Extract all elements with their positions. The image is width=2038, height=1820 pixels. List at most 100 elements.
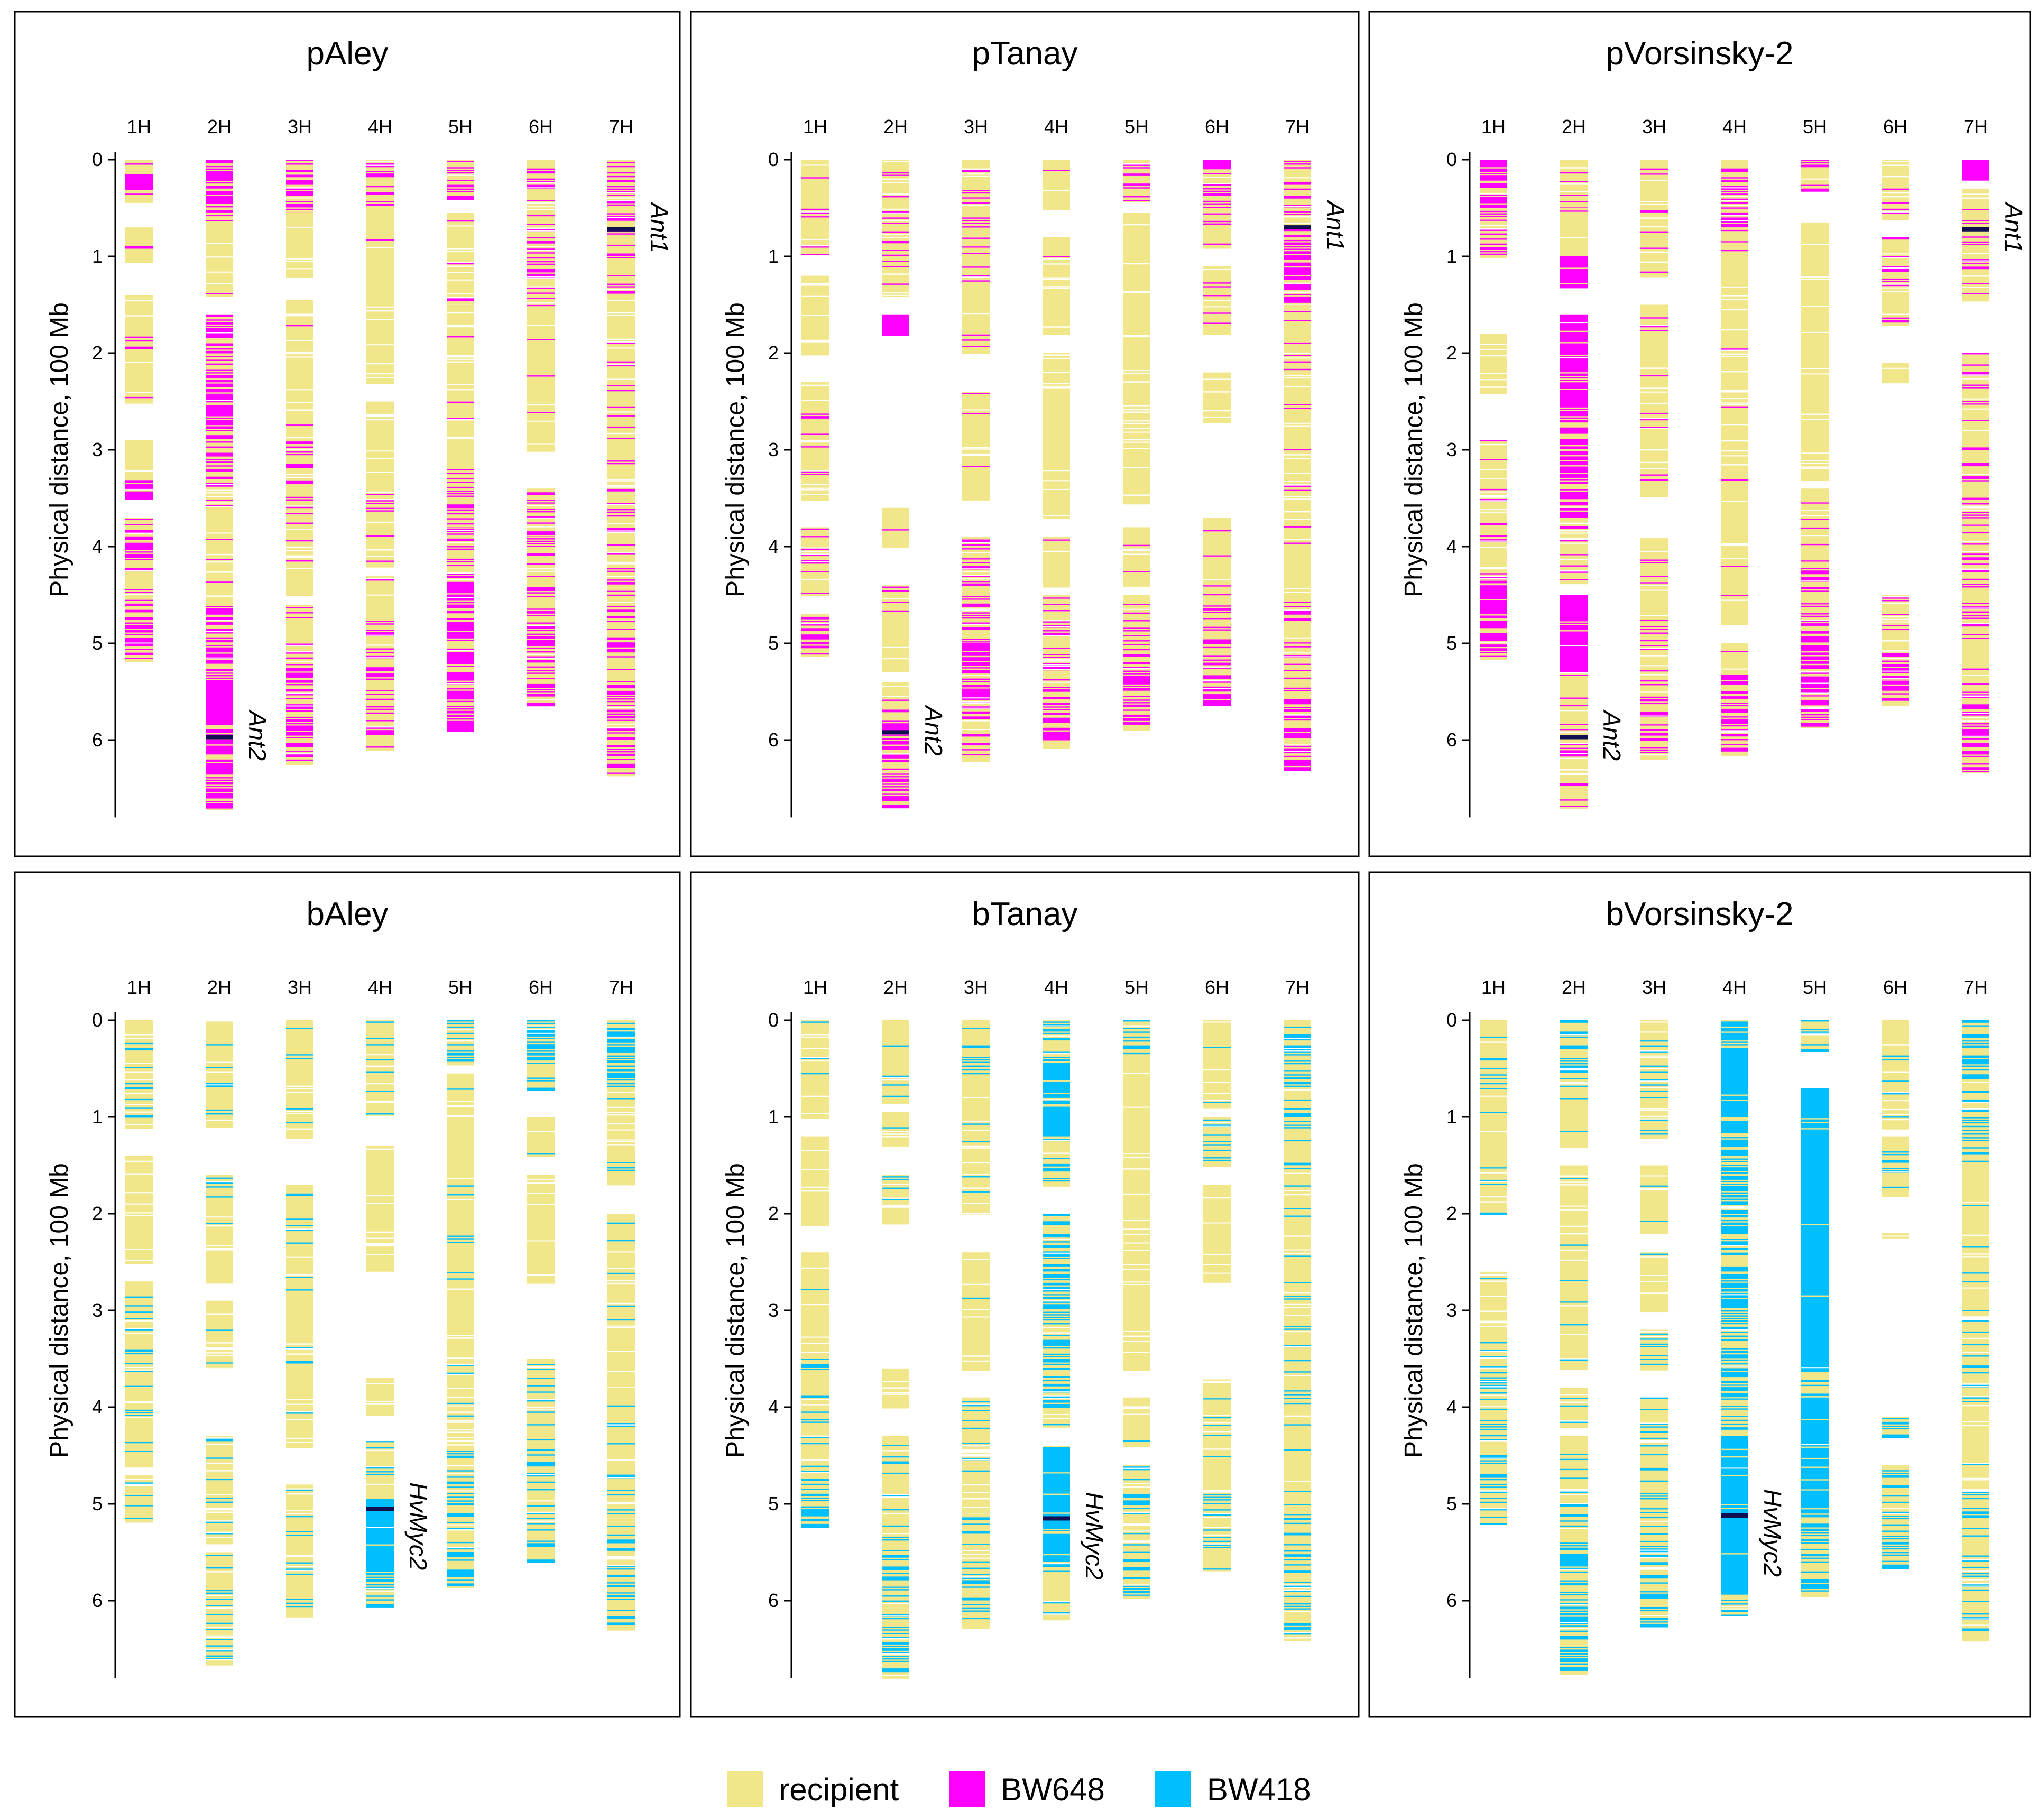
marker-band [206,332,233,334]
marker-band [366,308,394,310]
marker-band [206,802,233,805]
marker-band [1043,258,1070,260]
marker-band [286,332,313,335]
marker-band [286,427,313,429]
marker-band [962,701,990,703]
marker-band [447,475,474,478]
marker-band [801,484,829,485]
marker-band [1123,553,1150,555]
marker-band [366,458,394,459]
marker-band [206,692,233,694]
marker-band [286,334,313,337]
marker-band [286,564,313,566]
panel-title: pAley [306,35,388,72]
marker-band [286,350,313,353]
marker-band [447,404,474,407]
marker-band [366,291,394,294]
marker-band [882,273,909,275]
marker-band [206,246,233,248]
marker-band [286,243,313,245]
marker-band [447,188,474,191]
marker-band [447,575,474,578]
marker-band [366,710,394,712]
marker-band [125,607,153,609]
marker-band [1123,405,1150,407]
marker-band [447,479,474,482]
marker-band [125,379,153,382]
marker-band [1043,207,1070,210]
marker-band [366,439,394,442]
marker-band [447,461,474,464]
marker-band [366,678,394,681]
marker-band [527,653,555,655]
marker-band [366,418,394,420]
marker-band [125,256,153,259]
marker-band [366,322,394,325]
marker-band [366,184,394,187]
marker-band [286,365,313,368]
marker-band [447,482,474,484]
marker-band [366,202,394,205]
marker-band [206,200,233,202]
marker-band [366,319,394,320]
marker-band [366,507,394,510]
marker-band [286,263,313,265]
marker-band [125,374,153,377]
marker-band [447,361,474,363]
marker-band [125,535,153,538]
marker-band [447,249,474,252]
marker-band [366,259,394,262]
chromosome-2h: 2H [206,116,233,810]
marker-band [125,652,153,655]
marker-band [206,445,233,448]
marker-band [366,621,394,623]
marker-band [962,448,990,450]
marker-band [206,510,233,512]
marker-band [366,377,394,378]
marker-band [366,577,394,579]
marker-band [125,318,153,320]
marker-band [286,373,313,375]
marker-band [286,585,313,588]
marker-band [286,417,313,419]
marker-band [607,338,635,340]
marker-band [206,670,233,672]
marker-band [801,487,829,489]
marker-band [206,218,233,220]
marker-band [286,492,313,494]
marker-band [366,253,394,256]
marker-band [125,621,153,623]
marker-band [286,495,313,497]
marker-band [206,639,233,641]
marker-band [1043,277,1070,279]
marker-band [366,623,394,625]
marker-band [286,330,313,332]
marker-band [447,168,474,171]
marker-band [206,653,233,656]
marker-band [125,300,153,301]
marker-band [882,178,909,180]
marker-band [206,600,233,603]
chromosome-label: 4H [368,116,392,137]
marker-band [206,474,233,476]
marker-band [206,173,233,175]
marker-band [206,171,233,173]
marker-band [125,302,153,305]
marker-band [125,532,153,534]
marker-band [366,722,394,725]
marker-band [206,545,233,547]
marker-band [366,603,394,606]
marker-band [286,644,313,646]
marker-band [447,441,474,445]
marker-band [286,386,313,390]
marker-band [527,276,555,278]
marker-band [286,407,313,409]
y-tick-label: 2 [768,342,779,364]
marker-band [447,196,474,198]
marker-band [206,733,233,735]
marker-band [447,460,474,463]
marker-band [447,451,474,455]
marker-band [206,562,233,565]
marker-band [447,328,474,330]
